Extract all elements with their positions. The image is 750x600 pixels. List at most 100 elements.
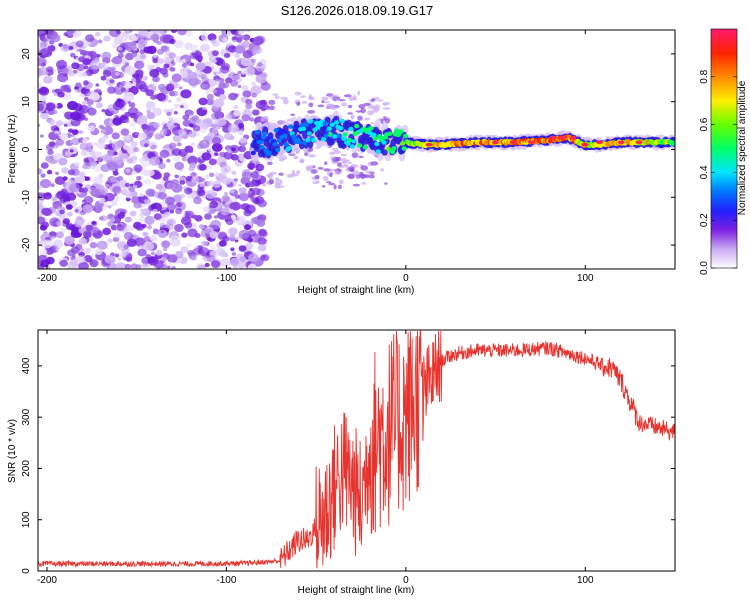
noise-blob [188,131,197,138]
scatter-blob [262,183,267,187]
noise-blob [251,187,261,196]
ridge-core [371,132,377,137]
noise-blob [150,33,160,42]
noise-blob [179,104,184,109]
scatter-blob [299,158,305,164]
noise-blob [71,254,76,258]
scatter-blob [382,107,391,110]
noise-blob [85,224,94,231]
noise-blob [130,263,138,269]
scatter-blob [331,94,339,97]
noise-blob [166,182,176,190]
noise-blob [139,192,145,197]
noise-blob [202,106,207,111]
noise-blob [38,75,41,79]
scatter-blob [380,118,384,124]
noise-blob [247,263,257,269]
noise-blob [130,77,137,83]
x-tick-label: 100 [577,273,594,284]
scatter-blob [343,94,352,98]
scatter-blob [340,153,347,157]
noise-blob [84,117,89,121]
colorbar-label: Normalized spectral amplitude [737,80,748,215]
noise-blob [119,211,125,216]
noise-blob [48,231,57,239]
noise-blob [104,254,116,264]
noise-blob [212,180,222,188]
noise-blob [173,111,178,115]
noise-blob [54,176,66,185]
noise-blob [151,251,155,255]
noise-blob [58,157,68,166]
noise-blob [120,128,130,136]
scatter-blob [353,97,357,101]
scatter-blob [307,110,316,114]
noise-blob [45,248,54,255]
noise-blob [143,199,149,203]
noise-blob [159,129,168,136]
ridge-core [338,126,344,131]
spectrogram-ylabel: Frequency (Hz) [7,115,18,184]
scatter-blob [296,101,301,106]
noise-blob [172,117,181,125]
scatter-blob [331,147,339,151]
noise-blob [131,155,138,161]
noise-blob [67,211,73,217]
noise-blob [131,170,137,176]
ridge-core [259,145,265,150]
noise-blob [71,62,80,70]
ridge-core [286,146,292,151]
noise-blob [159,149,170,158]
noise-blob [155,249,163,256]
noise-blob [205,189,216,199]
noise-blob [115,38,120,42]
noise-blob [59,132,69,141]
noise-blob [251,92,258,98]
noise-blob [255,74,267,84]
noise-blob [88,237,94,242]
scatter-blob [315,180,320,184]
scatter-blob [363,102,372,107]
scatter-blob [359,171,364,177]
noise-blob [204,174,211,180]
noise-blob [244,224,251,231]
ridge-core [305,137,311,143]
noise-blob [56,190,67,200]
noise-blob [110,176,118,183]
noise-blob [182,114,190,121]
noise-blob [63,123,68,127]
noise-blob [85,176,91,181]
noise-blob [181,58,187,63]
noise-blob [169,209,174,214]
noise-blob [64,235,75,245]
noise-blob [160,230,165,234]
noise-blob [190,62,195,67]
noise-blob [94,31,101,37]
noise-blob [126,238,137,247]
noise-blob [237,30,246,35]
ridge-core [349,144,355,149]
y-tick-label: 100 [21,511,32,528]
noise-blob [146,169,155,177]
noise-blob [201,251,206,256]
noise-blob [46,157,52,163]
noise-blob [133,147,140,153]
noise-blob [153,213,162,220]
noise-blob [213,98,225,108]
ridge-core [336,133,343,138]
noise-blob [38,264,45,269]
noise-blob [197,189,206,197]
noise-blob [180,89,192,99]
noise-blob [174,174,179,179]
noise-blob [180,193,186,198]
noise-blob [73,69,78,74]
noise-blob [157,83,166,91]
noise-blob [168,142,177,149]
noise-blob [163,247,168,252]
noise-blob [212,89,218,94]
noise-blob [248,193,255,199]
noise-blob [113,232,122,239]
scatter-blob [341,161,348,164]
noise-blob [137,248,147,257]
